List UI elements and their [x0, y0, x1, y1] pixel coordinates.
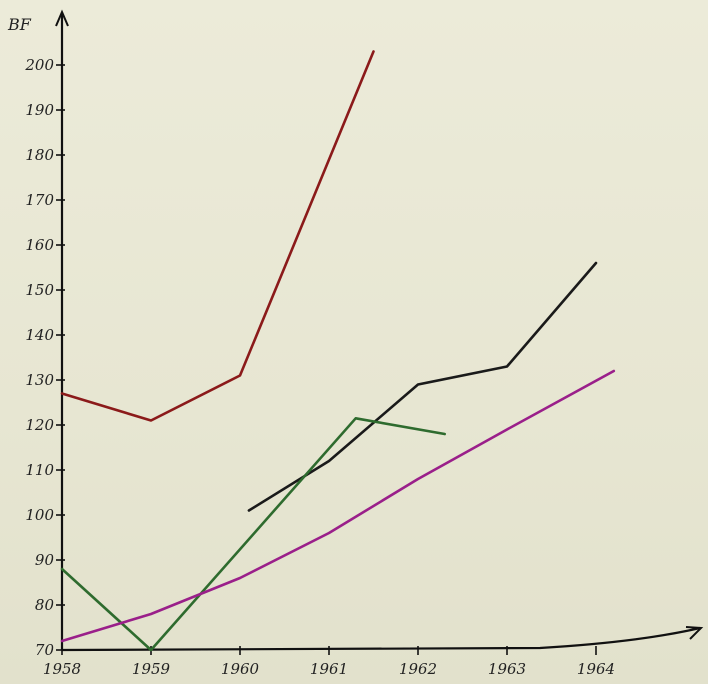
series-line-3: [60, 416, 447, 652]
y-axis-title: BF: [7, 15, 32, 34]
y-tick-label: 80: [35, 596, 55, 614]
y-tick-label: 120: [25, 416, 54, 434]
y-tick-label: 90: [35, 551, 55, 569]
x-axis-arrow: [685, 626, 704, 640]
x-axis-ticks: 1958 1959 1960 1961 1962 1963 1964: [43, 646, 615, 678]
y-tick-label: 200: [24, 56, 54, 74]
y-tick-label: 110: [25, 461, 54, 479]
y-tick-label: 70: [35, 641, 55, 659]
x-tick-label: 1958: [43, 660, 81, 678]
y-tick-label: 190: [25, 101, 54, 119]
x-axis-line: [61, 626, 701, 652]
y-tick-label: 170: [25, 191, 54, 209]
y-tick-label: 130: [25, 371, 54, 389]
x-tick-label: 1960: [221, 660, 260, 678]
y-axis-ticks: 70 80 90 100 110 120 130 140 150 160 170 180 190 200: [24, 56, 65, 659]
x-tick-label: 1959: [132, 660, 171, 678]
y-axis-arrow: [55, 9, 69, 27]
axes: BF: [7, 9, 704, 652]
series-line-4: [60, 369, 616, 643]
y-tick-label: 180: [25, 146, 54, 164]
x-tick-label: 1961: [310, 660, 348, 678]
y-tick-label: 160: [25, 236, 54, 254]
y-tick-label: 150: [25, 281, 54, 299]
series-line-1: [60, 50, 375, 422]
x-tick-label: 1962: [399, 660, 437, 678]
x-tick-label: 1963: [488, 660, 526, 678]
y-tick-label: 140: [25, 326, 54, 344]
y-tick-label: 100: [25, 506, 54, 524]
series-line-2: [247, 261, 598, 512]
x-tick-label: 1964: [577, 660, 615, 678]
series-lines: [60, 50, 616, 652]
